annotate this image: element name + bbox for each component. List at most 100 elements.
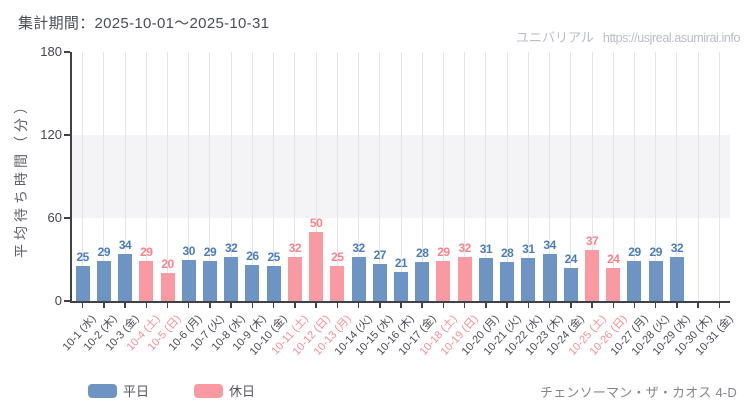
x-axis-tick [230,301,232,308]
bar-weekday [202,260,217,301]
bar-value-label: 32 [352,240,365,255]
bar-holiday [309,231,324,301]
bar-value-label: 21 [394,255,408,270]
y-tick-label: 60 [47,210,62,225]
gridline [527,52,529,301]
watermark: ユニバリアル https://usjreal.asumirai.info [516,27,740,47]
bar-value-label: 28 [416,246,429,261]
bar-value-label: 29 [203,244,217,259]
bar-weekday [351,256,366,301]
gridline [209,52,211,301]
bar-value-label: 32 [225,240,238,255]
gridline [379,52,381,301]
x-axis-tick [421,301,423,308]
x-axis-tick [336,301,339,308]
x-axis-tick [251,301,254,308]
watermark-site-name: ユニバリアル [516,30,594,45]
gridline [464,52,466,301]
gridline [570,52,572,301]
gridline [336,52,338,301]
gridline [358,52,360,301]
gridline [82,52,84,301]
bar-value-label: 50 [309,215,323,230]
x-axis-tick [463,301,466,308]
x-axis-tick [654,301,657,308]
bar-weekday [372,263,387,301]
bar-value-label: 29 [437,244,450,259]
gridline [315,52,317,301]
x-axis-tick [145,301,148,308]
gridline [145,52,147,301]
x-axis-tick [81,301,84,308]
gridline [124,52,126,301]
bar-weekday [500,262,515,301]
bar-weekday [478,258,493,301]
watermark-url: https://usjreal.asumirai.info [602,31,740,45]
x-axis-tick [187,301,190,308]
x-axis-tick [633,301,636,308]
y-axis-tick [64,134,70,136]
bar-holiday [606,267,621,301]
bar-value-label: 20 [161,257,174,272]
bar-weekday [669,256,684,301]
y-axis-title: 平均待ち時間（分） [13,95,29,258]
x-axis-tick [400,301,402,308]
bar-weekday [224,256,239,301]
gridline [294,52,296,301]
gridline [442,52,444,301]
bar-value-label: 30 [182,243,196,258]
bar-value-label: 25 [76,250,89,265]
bar-holiday [585,249,600,301]
bar-value-label: 29 [97,244,111,259]
bar-value-label: 26 [246,249,259,264]
x-axis-tick [676,301,678,308]
bar-holiday [139,260,154,301]
legend-item-weekday[interactable]: 平日 [88,381,149,400]
gridline [167,52,169,301]
bar-value-label: 25 [331,250,344,265]
bar-holiday [287,256,302,301]
bar-value-label: 29 [628,244,641,259]
x-axis-tick [103,301,105,308]
gridline [549,52,551,301]
gridline [400,52,402,301]
x-axis-tick [379,301,381,308]
gridline [273,52,275,301]
y-tick-label: 120 [40,127,62,142]
legend-label-weekday: 平日 [123,384,150,399]
gridline [230,52,232,301]
gridline [485,52,487,301]
gridline [633,52,635,301]
x-axis-tick [357,301,360,308]
x-axis-tick [591,301,593,308]
legend-item-holiday[interactable]: 休日 [194,381,255,400]
bar-value-label: 31 [522,242,535,257]
bar-weekday [245,265,260,301]
gridline [697,52,699,301]
x-axis-tick [570,301,572,308]
bar-holiday [160,273,175,301]
bar-holiday [457,256,472,301]
bar-holiday [330,266,345,301]
bar-value-label: 29 [140,244,153,259]
bar-weekday [563,267,578,301]
bar-value-label: 34 [543,237,556,252]
bar-weekday [415,262,430,301]
bar-holiday [436,260,451,301]
bar-value-label: 29 [649,244,663,259]
plot-area: 25 29 34 29 20 30 29 32 26 25 32 50 25 32 27 21 28 29 32 31… [64,51,730,308]
gridline [591,52,593,301]
x-axis-tick [718,301,721,308]
x-axis-tick [548,301,551,308]
bar-value-label: 27 [373,247,387,262]
period-title: 集計期間：2025-10-01～2025-10-31 [18,15,270,32]
gridline [421,52,423,301]
x-axis-tick [697,301,699,308]
x-axis-tick [209,301,211,308]
gridline [506,52,508,301]
legend-label-holiday: 休日 [229,384,256,399]
x-axis-tick [124,301,126,308]
y-axis-tick [64,51,70,53]
gridline [251,52,253,301]
